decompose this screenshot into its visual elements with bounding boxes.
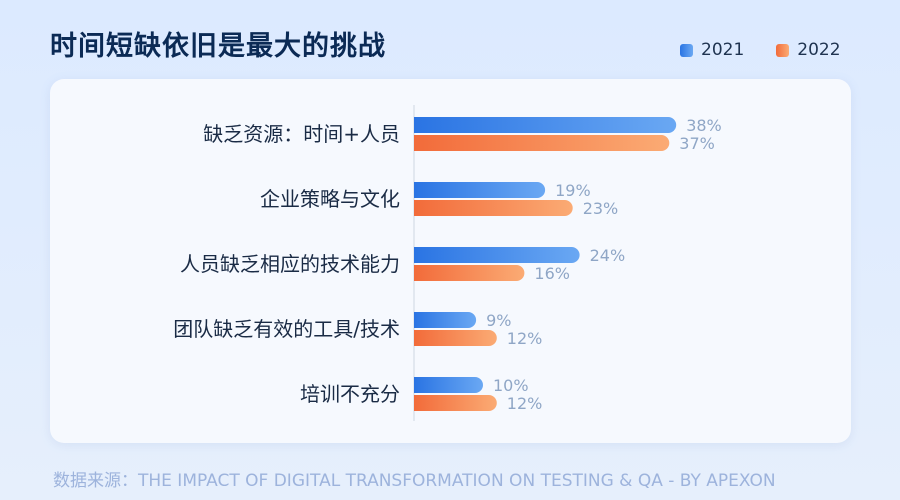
data-label-2022: 12% — [507, 329, 543, 348]
data-label-2022: 23% — [583, 199, 619, 218]
data-label-2021: 38% — [686, 116, 722, 135]
legend-swatch-2021 — [680, 43, 693, 57]
source-note: 数据来源：THE IMPACT OF DIGITAL TRANSFORMATIO… — [53, 471, 776, 491]
page-title: 时间短缺依旧是最大的挑战 — [50, 31, 386, 62]
chart-card: 缺乏资源：时间+人员 38% 37% 企业策略与文化 19% 23% 人员缺乏相应的技术能力… — [50, 79, 851, 443]
bar-2022 — [414, 135, 670, 151]
category-label: 人员缺乏相应的技术能力 — [180, 252, 400, 276]
data-label-2022: 37% — [679, 134, 715, 153]
category-label: 团队缺乏有效的工具/技术 — [173, 317, 400, 341]
bar-2022 — [414, 395, 497, 411]
data-label-2021: 19% — [555, 181, 591, 200]
bar-2022 — [414, 265, 525, 281]
legend-label-2022: 2022 — [797, 40, 841, 60]
bar-2021 — [414, 312, 477, 328]
bar-chart: 缺乏资源：时间+人员 38%37% 企业策略与文化 19%23% 人员缺乏相应的技术能力… — [173, 105, 722, 421]
data-label-2021: 10% — [493, 376, 529, 395]
bar-2021 — [414, 377, 483, 393]
legend-swatch-2022 — [776, 43, 790, 57]
legend: 2021 2022 — [680, 40, 841, 60]
bar-2022 — [414, 200, 573, 216]
data-label-2022: 16% — [534, 264, 570, 283]
category-label: 缺乏资源：时间+人员 — [203, 122, 400, 146]
legend-item-2021: 2021 — [680, 40, 744, 60]
category-label: 企业策略与文化 — [260, 187, 400, 211]
legend-label-2021: 2021 — [701, 40, 745, 60]
category-label: 培训不充分 — [300, 382, 400, 406]
bar-2022 — [414, 330, 497, 346]
data-label-2021: 24% — [590, 246, 626, 265]
data-label-2022: 12% — [507, 394, 543, 413]
bar-2021 — [414, 247, 580, 263]
legend-item-2022: 2022 — [776, 40, 841, 60]
bar-2021 — [414, 182, 546, 198]
data-label-2021: 9% — [486, 311, 511, 330]
bar-2021 — [414, 117, 677, 133]
